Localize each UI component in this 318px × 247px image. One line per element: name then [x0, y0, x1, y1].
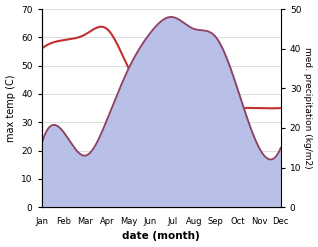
Y-axis label: max temp (C): max temp (C): [5, 74, 16, 142]
Y-axis label: med. precipitation (kg/m2): med. precipitation (kg/m2): [303, 47, 313, 169]
X-axis label: date (month): date (month): [122, 231, 200, 242]
